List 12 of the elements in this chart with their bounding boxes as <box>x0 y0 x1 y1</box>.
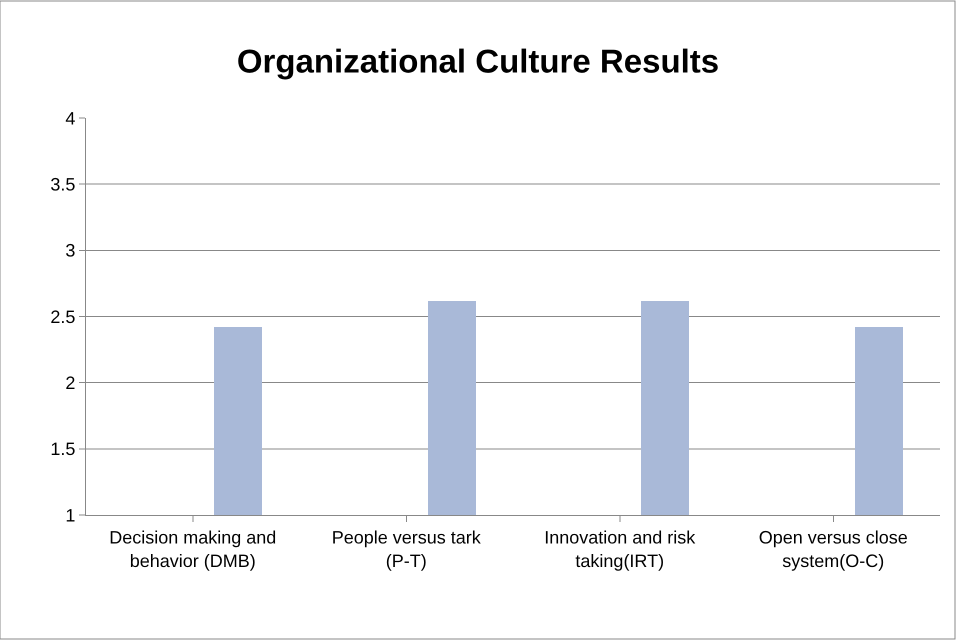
y-tick-label: 2 <box>65 372 76 393</box>
y-tick-label: 2.5 <box>50 306 76 327</box>
y-tick-label: 1 <box>65 505 76 526</box>
y-tick-label: 3.5 <box>50 174 76 194</box>
x-tick-label: Decision making and behavior (DMB) <box>109 528 276 571</box>
x-tick-label: Open versus close system(O-C) <box>758 528 908 571</box>
x-tick-label: People versus tark (P-T) <box>332 528 482 571</box>
x-tick-label: Innovation and risk taking(IRT) <box>544 528 696 571</box>
chart-title: Organizational Culture Results <box>236 42 720 80</box>
y-tick-label: 4 <box>65 108 76 128</box>
y-tick-label: 3 <box>65 240 76 261</box>
y-tick-label: 1.5 <box>50 439 76 460</box>
